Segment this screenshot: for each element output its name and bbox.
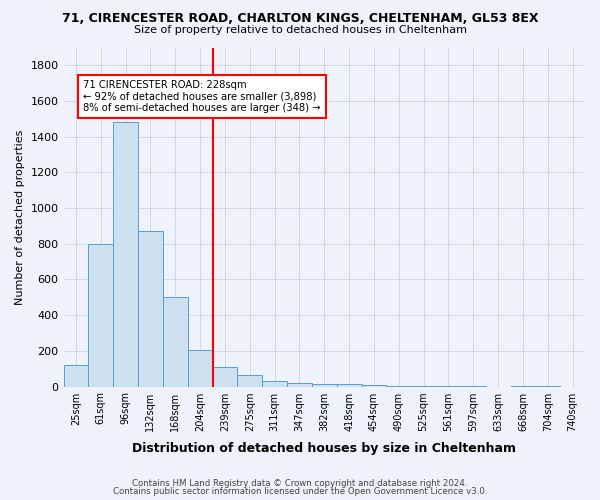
- Text: 71, CIRENCESTER ROAD, CHARLTON KINGS, CHELTENHAM, GL53 8EX: 71, CIRENCESTER ROAD, CHARLTON KINGS, CH…: [62, 12, 538, 26]
- X-axis label: Distribution of detached houses by size in Cheltenham: Distribution of detached houses by size …: [132, 442, 516, 455]
- Bar: [212, 367, 238, 386]
- Bar: [287, 382, 312, 386]
- Bar: [312, 384, 337, 386]
- Bar: [163, 298, 188, 386]
- Bar: [188, 350, 212, 387]
- Bar: [113, 122, 138, 386]
- Bar: [64, 365, 88, 386]
- Bar: [362, 385, 386, 386]
- Text: Size of property relative to detached houses in Cheltenham: Size of property relative to detached ho…: [133, 25, 467, 35]
- Text: Contains public sector information licensed under the Open Government Licence v3: Contains public sector information licen…: [113, 487, 487, 496]
- Bar: [88, 244, 113, 386]
- Y-axis label: Number of detached properties: Number of detached properties: [15, 130, 25, 304]
- Bar: [262, 381, 287, 386]
- Text: 71 CIRENCESTER ROAD: 228sqm
← 92% of detached houses are smaller (3,898)
8% of s: 71 CIRENCESTER ROAD: 228sqm ← 92% of det…: [83, 80, 321, 113]
- Bar: [138, 232, 163, 386]
- Text: Contains HM Land Registry data © Crown copyright and database right 2024.: Contains HM Land Registry data © Crown c…: [132, 478, 468, 488]
- Bar: [238, 375, 262, 386]
- Bar: [337, 384, 362, 386]
